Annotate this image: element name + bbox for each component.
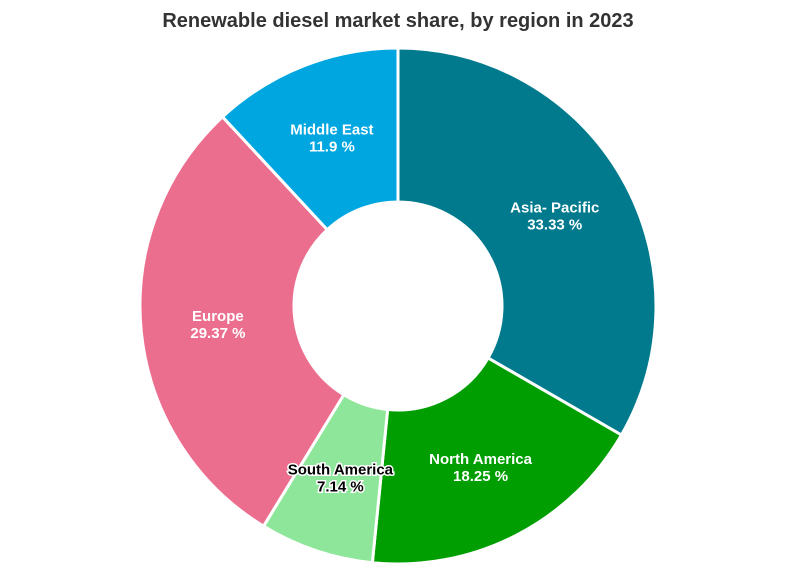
slice-europe[interactable] bbox=[138, 115, 346, 528]
chart-title: Renewable diesel market share, by region… bbox=[162, 10, 634, 32]
slice-value-europe: 29.37 % bbox=[190, 325, 245, 342]
slice-category-middle-east: Middle East bbox=[290, 122, 373, 139]
slice-label-europe: Europe 29.37 % bbox=[190, 308, 245, 342]
slice-value-asia-pacific: 33.33 % bbox=[527, 217, 582, 234]
slice-value-middle-east: 11.9 % bbox=[309, 139, 355, 156]
slice-label-north-america: North America 18.25 % bbox=[429, 451, 532, 485]
slices-group bbox=[138, 46, 658, 566]
slice-value-north-america: 18.25 % bbox=[453, 468, 508, 485]
slice-category-south-america: South America bbox=[288, 462, 394, 479]
slice-middle-east[interactable] bbox=[221, 46, 400, 232]
slice-asia-pacific[interactable] bbox=[396, 46, 658, 437]
slice-category-north-america: North America bbox=[429, 451, 532, 468]
slice-category-asia-pacific: Asia- Pacific bbox=[510, 200, 599, 217]
slice-label-asia-pacific: Asia- Pacific 33.33 % bbox=[510, 200, 599, 234]
labels-group: Asia- Pacific 33.33 % North America 18.25 %… bbox=[190, 122, 599, 498]
slice-label-south-america: South America 7.14 % bbox=[288, 462, 394, 496]
slice-value-south-america: 7.14 % bbox=[317, 479, 364, 496]
slice-label-middle-east: Middle East 11.9 % bbox=[290, 122, 373, 156]
slice-category-europe: Europe bbox=[192, 308, 244, 325]
slice-north-america[interactable] bbox=[370, 356, 623, 566]
